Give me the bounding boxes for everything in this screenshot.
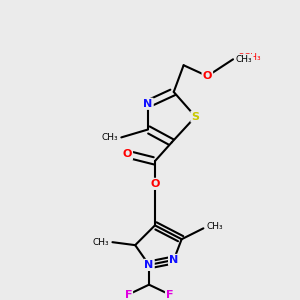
Text: O: O bbox=[202, 71, 212, 81]
Text: O: O bbox=[150, 179, 160, 189]
Text: N: N bbox=[169, 255, 178, 265]
Text: O: O bbox=[123, 149, 132, 159]
Text: F: F bbox=[166, 290, 173, 300]
Text: N: N bbox=[144, 260, 154, 270]
Text: CH₃: CH₃ bbox=[206, 222, 223, 231]
Text: CH₃: CH₃ bbox=[93, 238, 110, 247]
Text: CH₃: CH₃ bbox=[236, 55, 253, 64]
Text: CH₃: CH₃ bbox=[102, 133, 118, 142]
Text: OCH₃: OCH₃ bbox=[238, 53, 262, 62]
Text: S: S bbox=[191, 112, 200, 122]
Text: F: F bbox=[124, 290, 132, 300]
Text: N: N bbox=[143, 99, 153, 109]
